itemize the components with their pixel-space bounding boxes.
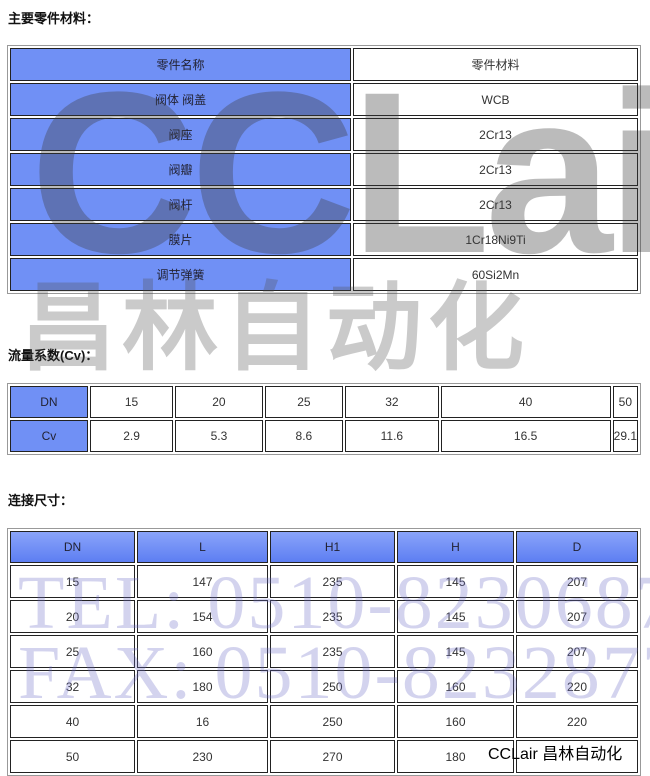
table-cell: 60Si2Mn bbox=[353, 258, 638, 291]
table-cell: H1 bbox=[270, 531, 395, 563]
table-row: DN L H1 H D bbox=[10, 531, 638, 563]
table-row: DN 15 20 25 32 40 50 bbox=[10, 386, 638, 418]
table-row: 40 16 250 160 220 bbox=[10, 705, 638, 738]
table-cell: 145 bbox=[397, 600, 514, 633]
table-cell: 调节弹簧 bbox=[10, 258, 351, 291]
table-cell: 235 bbox=[270, 635, 395, 668]
table-row: 阀体 阀盖 WCB bbox=[10, 83, 638, 116]
table-row: 阀座 2Cr13 bbox=[10, 118, 638, 151]
table-row: 20 154 235 145 207 bbox=[10, 600, 638, 633]
table-cell: 180 bbox=[397, 740, 514, 773]
table-cell: 2Cr13 bbox=[353, 188, 638, 221]
table-cell: 207 bbox=[516, 565, 638, 598]
table-row: 50 230 270 180 bbox=[10, 740, 638, 773]
table-cell: D bbox=[516, 531, 638, 563]
table-row: 阀杆 2Cr13 bbox=[10, 188, 638, 221]
table-cell: 235 bbox=[270, 600, 395, 633]
table-cell: 160 bbox=[137, 635, 268, 668]
table-cell: 15 bbox=[10, 565, 135, 598]
table-cell: 阀座 bbox=[10, 118, 351, 151]
table-cell: 16.5 bbox=[440, 420, 611, 452]
table-cell: 40 bbox=[440, 386, 611, 418]
cv-title: 流量系数(Cv)： bbox=[8, 348, 99, 363]
table-cell: 50 bbox=[10, 740, 135, 773]
table-cell: 29.1 bbox=[612, 420, 638, 452]
table-cell: 32 bbox=[10, 670, 135, 703]
table-cell: 25 bbox=[264, 386, 344, 418]
cv-table: DN 15 20 25 32 40 50 Cv 2.9 5.3 8.6 11.6 16.5 29.1 bbox=[7, 383, 641, 455]
table-cell: 阀瓣 bbox=[10, 153, 351, 186]
table-cell: 250 bbox=[270, 705, 395, 738]
table-cell: 零件名称 bbox=[10, 48, 351, 81]
table-cell: 270 bbox=[270, 740, 395, 773]
table-cell: 160 bbox=[397, 705, 514, 738]
table-cell: 零件材料 bbox=[353, 48, 638, 81]
table-cell: 8.6 bbox=[264, 420, 344, 452]
table-cell: 220 bbox=[516, 705, 638, 738]
table-cell: 207 bbox=[516, 635, 638, 668]
table-cell: 16 bbox=[137, 705, 268, 738]
table-cell: 50 bbox=[612, 386, 638, 418]
materials-table: 零件名称 零件材料 阀体 阀盖 WCB 阀座 2Cr13 阀瓣 2Cr13 阀杆 2Cr13 膜片 1… bbox=[7, 45, 641, 294]
table-cell: 5.3 bbox=[175, 420, 263, 452]
table-row: 32 180 250 160 220 bbox=[10, 670, 638, 703]
table-cell: 阀体 阀盖 bbox=[10, 83, 351, 116]
table-cell: WCB bbox=[353, 83, 638, 116]
table-cell: H bbox=[397, 531, 514, 563]
table-cell: 180 bbox=[137, 670, 268, 703]
materials-title: 主要零件材料： bbox=[8, 11, 100, 26]
table-row: 阀瓣 2Cr13 bbox=[10, 153, 638, 186]
table-cell: 2Cr13 bbox=[353, 118, 638, 151]
table-cell: L bbox=[137, 531, 268, 563]
table-cell: 2Cr13 bbox=[353, 153, 638, 186]
table-cell: 147 bbox=[137, 565, 268, 598]
table-cell: 160 bbox=[397, 670, 514, 703]
table-cell bbox=[516, 740, 638, 773]
table-row: 调节弹簧 60Si2Mn bbox=[10, 258, 638, 291]
table-cell: 15 bbox=[89, 386, 174, 418]
table-cell: 1Cr18Ni9Ti bbox=[353, 223, 638, 256]
table-cell: 2.9 bbox=[89, 420, 174, 452]
dims-table: DN L H1 H D 15 147 235 145 207 20 154 235 145 207 25 160… bbox=[7, 528, 641, 776]
table-cell: 154 bbox=[137, 600, 268, 633]
table-cell: 230 bbox=[137, 740, 268, 773]
table-row: Cv 2.9 5.3 8.6 11.6 16.5 29.1 bbox=[10, 420, 638, 452]
table-cell: 20 bbox=[175, 386, 263, 418]
table-cell: 207 bbox=[516, 600, 638, 633]
table-cell: 40 bbox=[10, 705, 135, 738]
table-cell: 145 bbox=[397, 635, 514, 668]
table-cell: 阀杆 bbox=[10, 188, 351, 221]
table-row: 15 147 235 145 207 bbox=[10, 565, 638, 598]
table-cell: DN bbox=[10, 386, 88, 418]
table-cell: 25 bbox=[10, 635, 135, 668]
table-cell: 11.6 bbox=[345, 420, 439, 452]
table-cell: 膜片 bbox=[10, 223, 351, 256]
brand-watermark: CCLair 昌林自动化 bbox=[488, 746, 623, 763]
table-cell: 250 bbox=[270, 670, 395, 703]
table-row: 零件名称 零件材料 bbox=[10, 48, 638, 81]
table-cell: DN bbox=[10, 531, 135, 563]
table-cell: 20 bbox=[10, 600, 135, 633]
table-cell: 145 bbox=[397, 565, 514, 598]
dims-title: 连接尺寸： bbox=[8, 493, 74, 508]
table-row: 膜片 1Cr18Ni9Ti bbox=[10, 223, 638, 256]
table-row: 25 160 235 145 207 bbox=[10, 635, 638, 668]
table-cell: 32 bbox=[345, 386, 439, 418]
table-cell: Cv bbox=[10, 420, 88, 452]
table-cell: 220 bbox=[516, 670, 638, 703]
table-cell: 235 bbox=[270, 565, 395, 598]
